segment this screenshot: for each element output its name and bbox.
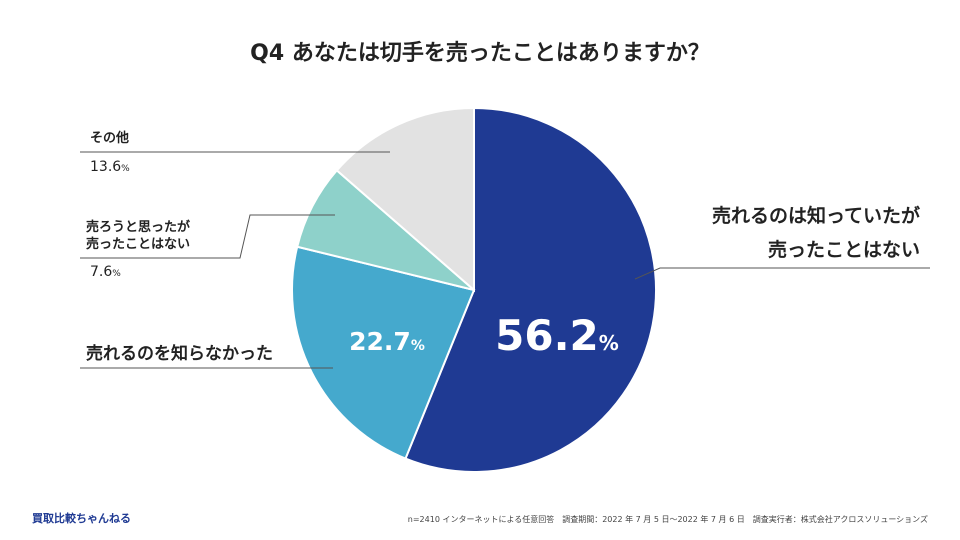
slice-2-value-label: 7.6%: [90, 264, 121, 280]
slice-1-label-line-1: 売れるのを知らなかった: [86, 343, 273, 364]
slice-3-value: 13.6: [90, 159, 121, 175]
slice-2-unit: %: [112, 269, 121, 279]
slice-0-unit: %: [599, 331, 619, 355]
slice-0-value-label: 56.2%: [495, 311, 619, 360]
slice-1-unit: %: [411, 338, 425, 354]
slice-2-label-line-2: 売ったことはない: [86, 236, 190, 252]
footer-note: n=2410 インターネットによる任意回答 調査期間：2022 年 7 月 5 …: [408, 514, 928, 524]
slice-0-label-line-2: 売ったことはない: [768, 238, 920, 261]
footer-brand: 買取比較ちゃんねる: [32, 511, 131, 525]
pie-slice-1: [291, 245, 476, 460]
leader-lines: [80, 151, 930, 369]
slice-1-value-label: 22.7%: [349, 327, 425, 356]
pie-slice-3: [335, 106, 475, 293]
slice-1-value: 22.7: [349, 327, 411, 356]
slice-0-label-line-1: 売れるのは知っていたが: [712, 204, 920, 227]
slice-0-value: 56.2: [495, 311, 599, 360]
slice-3-label-line-1: その他: [90, 130, 129, 146]
leader-line-slice-2: [80, 214, 335, 259]
chart-title: Q4 あなたは切手を売ったことはありますか？: [250, 40, 710, 66]
slice-3-unit: %: [121, 164, 130, 174]
slice-2-value: 7.6: [90, 264, 112, 280]
pie-slice-0: [404, 106, 657, 473]
slice-2-label-line-1: 売ろうと思ったが: [86, 219, 190, 235]
slice-3-value-label: 13.6%: [90, 159, 130, 175]
pie-slices: [291, 106, 657, 473]
leader-line-slice-0: [634, 267, 930, 280]
